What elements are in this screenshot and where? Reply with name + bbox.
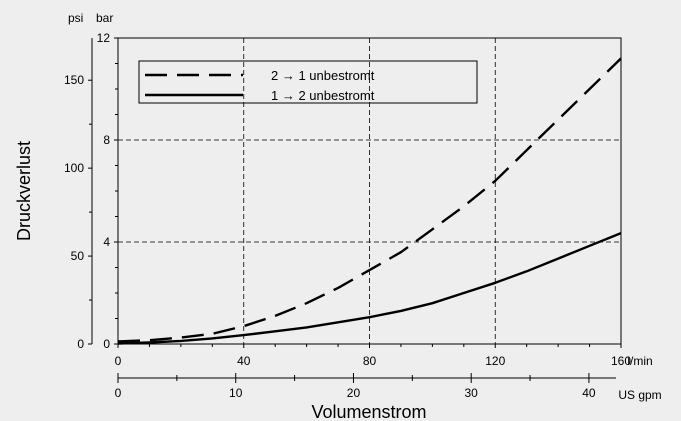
lmin-tick-label: 0 [115, 354, 122, 368]
usgpm-tick-label: 20 [347, 386, 361, 400]
legend-label-series-1: 2 → 1 unbestromt [271, 68, 375, 83]
psi-tick-label: 150 [64, 73, 84, 87]
axes-group [91, 38, 616, 379]
legend-box [138, 60, 478, 104]
bar-tick-label: 12 [97, 31, 111, 45]
grid-lines [118, 38, 621, 344]
lmin-tick-label: 160 [611, 354, 631, 368]
series-line-1 [117, 57, 622, 343]
psi-tick-label: 0 [77, 337, 84, 351]
bar-unit-label: bar [96, 11, 113, 25]
bar-tick-label: 4 [103, 235, 110, 249]
psi-tick-label: 100 [64, 161, 84, 175]
lmin-tick-label: 80 [363, 354, 377, 368]
legend-label-series-2: 1 → 2 unbestromt [271, 88, 375, 103]
usgpm-tick-label: 30 [465, 386, 479, 400]
series-group [117, 57, 622, 345]
legend: 2 → 1 unbestromt 1 → 2 unbestromt [138, 60, 478, 104]
usgpm-unit-label: US gpm [618, 388, 661, 402]
psi-tick-label: 50 [71, 249, 85, 263]
series-line-2 [117, 231, 622, 345]
lmin-tick-label: 40 [237, 354, 251, 368]
usgpm-tick-label: 10 [229, 386, 243, 400]
y-axis-title: Druckverlust [14, 141, 34, 241]
usgpm-tick-label: 40 [582, 386, 596, 400]
psi-unit-label: psi [68, 11, 83, 25]
usgpm-tick-label: 0 [115, 386, 122, 400]
bar-tick-label: 8 [103, 133, 110, 147]
x-axis-title: Volumenstrom [311, 402, 426, 421]
lmin-tick-label: 120 [485, 354, 505, 368]
bar-tick-label: 0 [103, 337, 110, 351]
lmin-unit-label: l/min [627, 354, 652, 368]
